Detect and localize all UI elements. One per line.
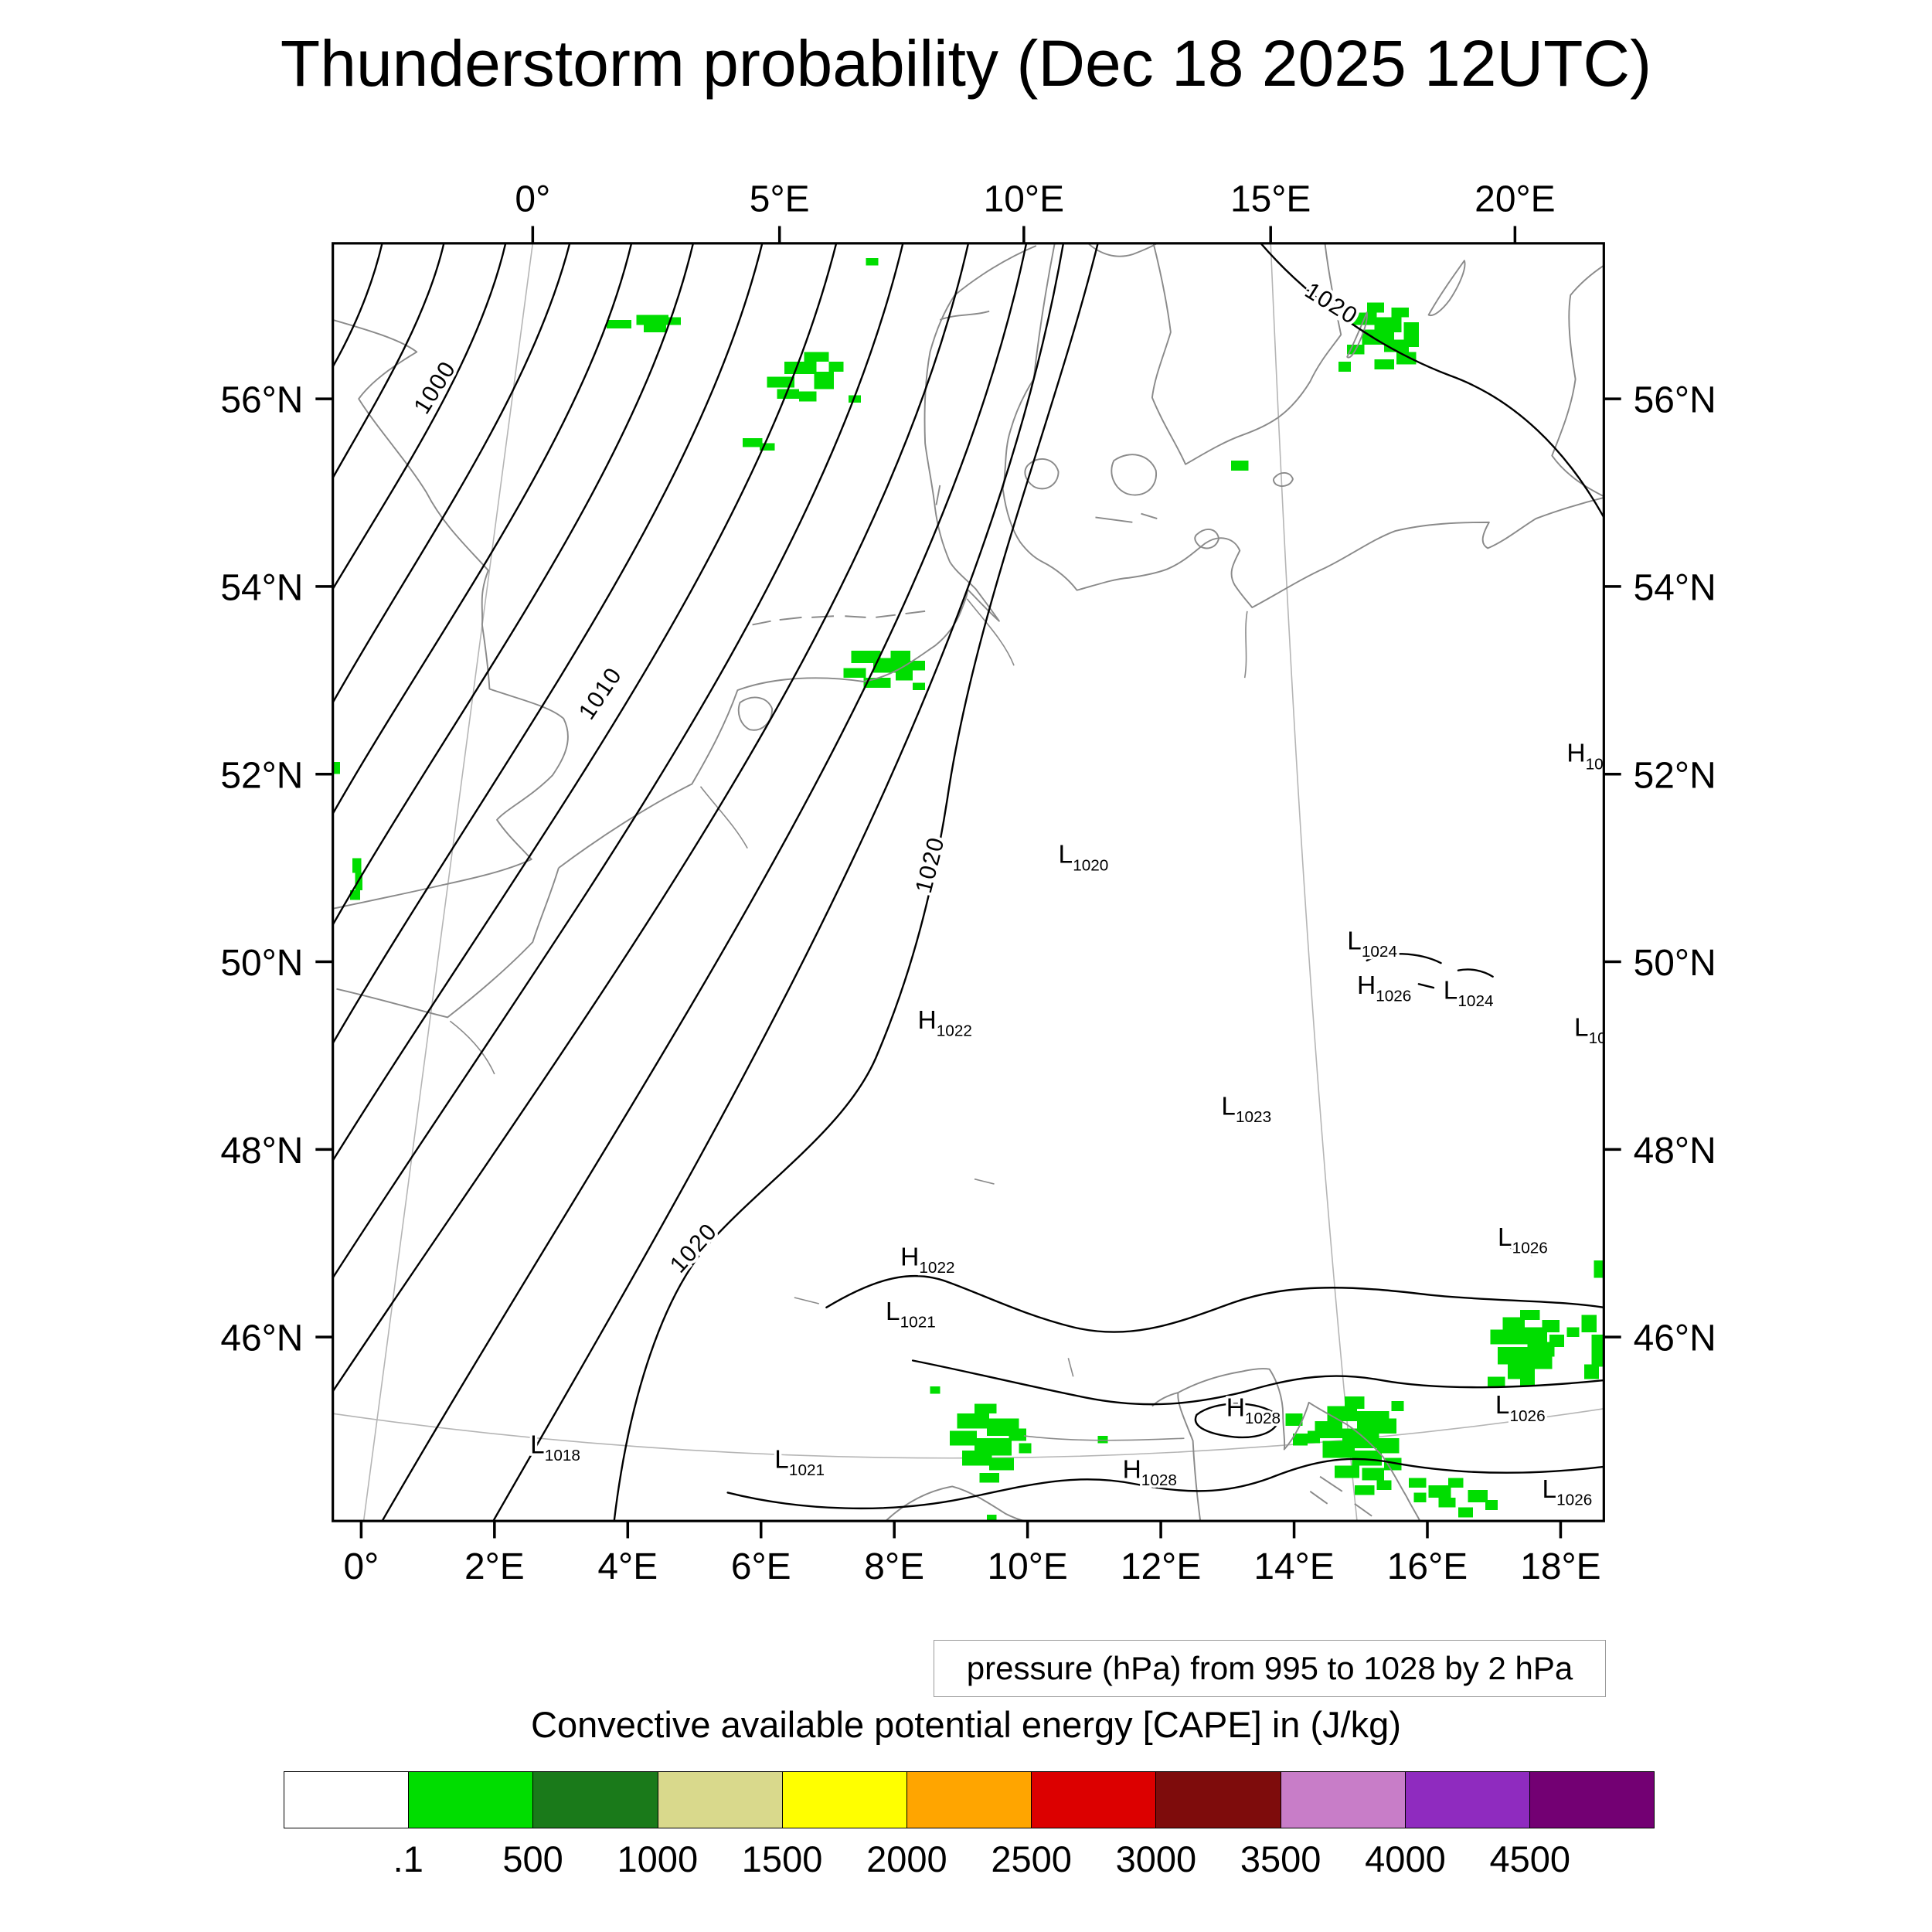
axis-labels-left: 56°N 54°N 52°N 50°N 48°N 46°N (220, 380, 303, 1359)
isobar-label: 1000 (410, 356, 461, 418)
isobars (332, 243, 1604, 1522)
lon-tick-label: 12°E (1121, 1546, 1201, 1587)
coastlines (332, 243, 1604, 1522)
pressure-center-label: L1020 (1059, 841, 1109, 875)
colorbar-cell (906, 1771, 1032, 1828)
lon-tick-label: 0° (343, 1546, 379, 1587)
axis-labels-right: 56°N 54°N 52°N 50°N 48°N 46°N (1634, 380, 1716, 1359)
axis-labels-bottom: 0° 2°E 4°E 6°E 8°E 10°E 12°E 14°E 16°E 1… (343, 1546, 1600, 1587)
lon-tick-label: 16°E (1387, 1546, 1468, 1587)
map-interior: 1000 1010 1020 1020 1020 L1020 L1024 H10… (332, 243, 1607, 1522)
cape-colorbar-labels: .1 500 1000 1500 2000 2500 3000 3500 400… (284, 1838, 1655, 1884)
pressure-center-label: L1026 (1543, 1475, 1593, 1509)
pressure-center-label: L1024 (1444, 976, 1494, 1010)
pressure-center-label: L1026 (1495, 1391, 1546, 1425)
pressure-center-labels: L1020 L1024 H1026 L1024 H10 L10 H1022 L1… (528, 737, 1607, 1512)
lon-tick-label: 10°E (987, 1546, 1067, 1587)
colorbar-tick-label: .1 (393, 1838, 423, 1879)
lon-tick-label: 20°E (1475, 179, 1555, 219)
axis-tick-marks (315, 226, 1621, 1539)
pressure-center-label: L1021 (886, 1298, 936, 1332)
lon-tick-label: 10°E (984, 179, 1064, 219)
isobar-1020-main (613, 243, 1099, 1522)
colorbar-tick-label: 3500 (1240, 1838, 1321, 1879)
colorbar-cell (1281, 1771, 1406, 1828)
pressure-center-label: L1024 (1347, 927, 1397, 961)
cape-green-patches (332, 258, 1604, 1522)
lat-tick-label: 50°N (220, 943, 303, 984)
lon-tick-label: 2°E (464, 1546, 525, 1587)
colorbar-cell (1405, 1771, 1530, 1828)
colorbar-tick-label: 4000 (1365, 1838, 1446, 1879)
pressure-center-label: H1028 (1226, 1393, 1281, 1427)
isobars-west-family (332, 243, 1065, 1522)
lat-tick-label: 46°N (1634, 1318, 1716, 1359)
colorbar-tick-label: 4500 (1489, 1838, 1570, 1879)
pressure-center-label: H1022 (900, 1243, 954, 1277)
lon-tick-label: 18°E (1520, 1546, 1600, 1587)
lat-tick-label: 52°N (1634, 755, 1716, 796)
cape-legend-title: Convective available potential energy [C… (531, 1704, 1401, 1745)
lat-tick-label: 54°N (220, 567, 303, 608)
lat-tick-label: 56°N (220, 380, 303, 421)
coastline-mainland (332, 243, 1604, 1522)
lat-tick-label: 48°N (1634, 1131, 1716, 1172)
page-title: Thunderstorm probability (Dec 18 2025 12… (280, 27, 1652, 100)
pressure-center-label: L1021 (774, 1445, 825, 1479)
colorbar-cell (409, 1771, 534, 1828)
pressure-center-label: H1022 (918, 1006, 972, 1040)
lon-tick-label: 15°E (1230, 179, 1311, 219)
cape-shading (332, 258, 1604, 1522)
pressure-center-label: H1026 (1357, 971, 1411, 1005)
lat-tick-label: 46°N (220, 1318, 303, 1359)
colorbar-tick-label: 3000 (1115, 1838, 1197, 1879)
colorbar-cell (1156, 1771, 1281, 1828)
colorbar-cell (284, 1771, 410, 1828)
colorbar-tick-label: 2000 (866, 1838, 947, 1879)
lon-tick-label: 6°E (731, 1546, 791, 1587)
axis-labels-top: 0° 5°E 10°E 15°E 20°E (515, 179, 1555, 219)
rivers-and-lakes (449, 598, 1532, 1441)
colorbar-tick-label: 1500 (741, 1838, 823, 1879)
isobar-1020-northeast (1260, 243, 1604, 519)
lon-tick-label: 4°E (597, 1546, 658, 1587)
cape-colorbar (284, 1771, 1655, 1828)
lat-tick-label: 50°N (1634, 943, 1716, 984)
pressure-center-label: L1018 (530, 1430, 580, 1464)
colorbar-cell (1529, 1771, 1655, 1828)
lon-tick-label: 14°E (1253, 1546, 1334, 1587)
coastline-islands (737, 260, 1466, 1517)
colorbar-tick-label: 1000 (617, 1838, 699, 1879)
colorbar-tick-label: 500 (502, 1838, 563, 1879)
colorbar-cell (658, 1771, 783, 1828)
graticule-lines (332, 243, 1604, 1522)
pressure-center-label: L1023 (1221, 1093, 1271, 1127)
isobar-labels: 1000 1010 1020 1020 1020 (406, 274, 1366, 1281)
colorbar-cell (533, 1771, 658, 1828)
pressure-contour-caption: pressure (hPa) from 995 to 1028 by 2 hPa (934, 1640, 1606, 1697)
pressure-center-label: H10 (1566, 740, 1603, 774)
lon-tick-label: 5°E (750, 179, 810, 219)
lon-tick-label: 0° (515, 179, 550, 219)
lat-tick-label: 54°N (1634, 567, 1716, 608)
isobars-southeast (726, 953, 1604, 1510)
lat-tick-label: 52°N (220, 755, 303, 796)
colorbar-cell (782, 1771, 907, 1828)
map-frame (332, 242, 1605, 1522)
isobar-label: 1020 (911, 834, 950, 896)
isobar-label: 1020 (665, 1219, 723, 1278)
pressure-cape-map: 1000 1010 1020 1020 1020 L1020 L1024 H10… (220, 179, 1716, 1587)
lat-tick-label: 56°N (1634, 380, 1716, 421)
colorbar-cell (1032, 1771, 1157, 1828)
colorbar-tick-label: 2500 (991, 1838, 1072, 1879)
lat-tick-label: 48°N (220, 1131, 303, 1172)
graticule-path (332, 243, 1604, 1522)
pressure-center-label: L1026 (1498, 1223, 1548, 1257)
pressure-center-label: L10 (1574, 1013, 1607, 1047)
lon-tick-label: 8°E (864, 1546, 924, 1587)
pressure-center-label: H1028 (1123, 1455, 1177, 1489)
